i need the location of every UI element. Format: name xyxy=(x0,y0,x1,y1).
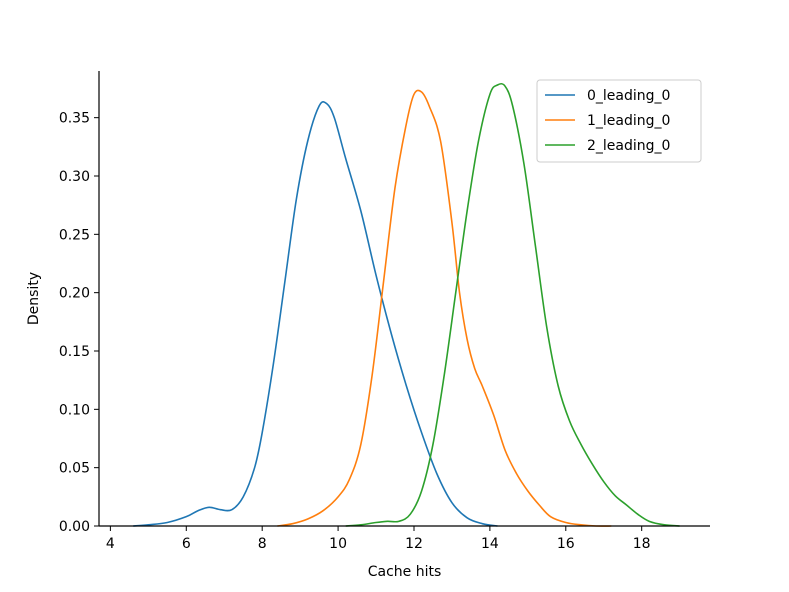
y-tick-label: 0.10 xyxy=(59,402,90,418)
legend-label-0: 0_leading_0 xyxy=(587,88,670,104)
y-ticks: 0.00 0.05 0.10 0.15 0.20 0.25 0.30 0.35 xyxy=(59,111,99,535)
series-lines xyxy=(133,82,680,527)
x-tick-label: 18 xyxy=(633,536,651,552)
y-tick-label: 0.30 xyxy=(59,169,90,185)
y-tick-label: 0.35 xyxy=(59,111,90,127)
y-tick-label: 0.25 xyxy=(59,227,90,243)
x-tick-label: 4 xyxy=(106,536,115,552)
y-tick-label: 0.15 xyxy=(59,344,90,360)
series-line-2 xyxy=(345,82,680,527)
y-tick-label: 0.00 xyxy=(59,519,90,535)
x-tick-label: 14 xyxy=(481,536,499,552)
legend-box xyxy=(536,79,702,163)
y-tick-label: 0.20 xyxy=(59,286,90,302)
x-tick-label: 10 xyxy=(329,536,347,552)
y-axis-label: Density xyxy=(26,272,42,325)
series-line-1 xyxy=(277,89,612,527)
x-tick-label: 6 xyxy=(182,536,191,552)
x-tick-label: 12 xyxy=(405,536,423,552)
x-axis-label: Cache hits xyxy=(368,564,442,580)
legend-label-1: 1_leading_0 xyxy=(587,113,670,129)
legend: 0_leading_0 1_leading_0 2_leading_0 xyxy=(536,79,702,163)
x-tick-label: 8 xyxy=(258,536,267,552)
x-ticks: 4 6 8 10 12 14 16 18 xyxy=(106,526,651,552)
x-tick-label: 16 xyxy=(557,536,575,552)
y-tick-label: 0.05 xyxy=(59,461,90,477)
legend-label-2: 2_leading_0 xyxy=(587,138,670,154)
series-line-0 xyxy=(133,100,498,527)
